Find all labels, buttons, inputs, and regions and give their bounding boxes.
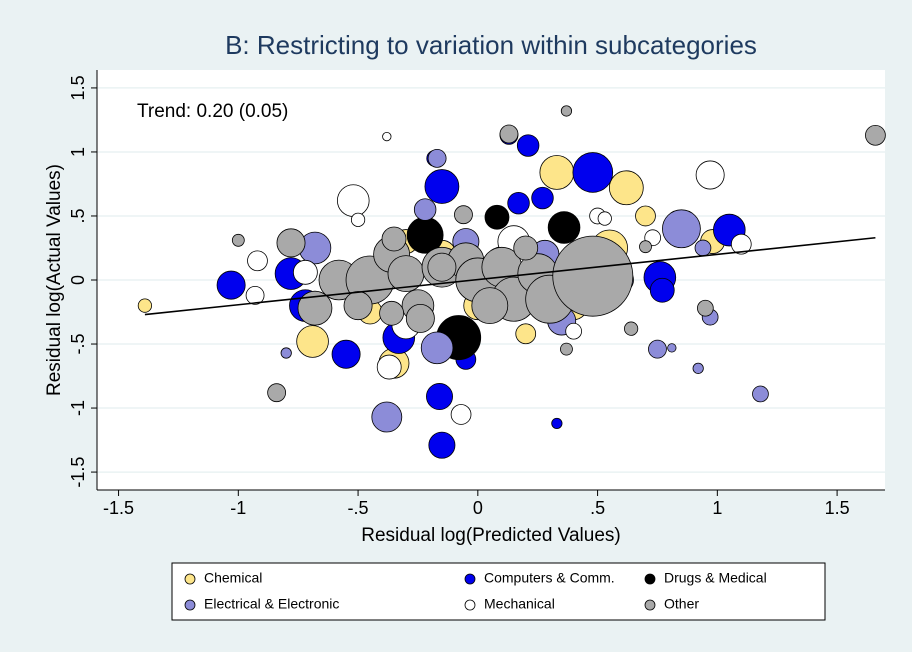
bubble <box>608 170 644 206</box>
y-tick-label: -1.5 <box>68 457 88 488</box>
bubble <box>513 235 539 261</box>
legend-label: Chemical <box>204 570 262 586</box>
bubble <box>547 211 581 244</box>
bubble <box>694 239 712 257</box>
y-tick-label: 1 <box>68 147 88 157</box>
bubble <box>371 401 403 433</box>
legend-marker <box>184 599 196 611</box>
legend-marker <box>184 573 196 585</box>
bubble <box>331 339 361 369</box>
grid <box>97 87 885 473</box>
bubble <box>343 291 373 321</box>
bubble <box>624 321 639 336</box>
annotation: Trend: 0.20 (0.05) <box>137 101 288 122</box>
bubble <box>752 385 769 403</box>
bubble <box>420 331 454 365</box>
bubble <box>267 383 287 403</box>
bubble <box>648 339 667 359</box>
legend-marker <box>464 599 476 611</box>
bubble <box>427 252 457 282</box>
legend-label: Drugs & Medical <box>664 570 767 586</box>
bubble <box>231 233 245 247</box>
bubble <box>635 205 656 227</box>
bubble <box>730 233 752 255</box>
x-tick-label: 1 <box>712 498 722 518</box>
bubble <box>337 184 370 217</box>
axes: -1.5 -1 -.5 0 .5 1 1.5 -1.5 -1 -.5 0 .5 1 1.5 <box>68 75 850 517</box>
bubble <box>516 134 540 157</box>
bubble <box>695 160 725 190</box>
bubble <box>276 228 306 258</box>
bubble <box>499 124 519 144</box>
bubble <box>692 362 704 374</box>
bubble <box>379 300 405 326</box>
x-tick-label: -1.5 <box>103 498 134 518</box>
bubble <box>551 417 563 430</box>
y-tick-label: .5 <box>68 208 88 223</box>
bubble <box>565 322 582 340</box>
bubble <box>405 303 435 333</box>
bubble <box>697 299 714 317</box>
x-tick-label: 0 <box>473 498 483 518</box>
bubble <box>552 235 634 317</box>
bubble <box>382 131 392 142</box>
bubble <box>376 354 402 380</box>
y-tick-label: -1 <box>68 400 88 416</box>
bubble <box>450 404 472 425</box>
bubble <box>572 152 614 193</box>
bubble <box>245 285 265 305</box>
bubble <box>247 250 268 272</box>
y-tick-label: -.5 <box>68 334 88 355</box>
bubble <box>471 287 509 325</box>
y-tick-label: 0 <box>68 275 88 285</box>
legend-label: Computers & Comm. <box>484 570 615 586</box>
bubble <box>381 226 407 252</box>
bubble <box>413 198 437 221</box>
bubble <box>531 186 554 210</box>
trend-line <box>144 236 876 316</box>
bubble <box>292 259 318 285</box>
bubble <box>667 343 677 353</box>
legend-label: Electrical & Electronic <box>204 596 339 612</box>
y-tick-label: 1.5 <box>68 75 88 100</box>
legend-marker <box>644 599 656 611</box>
legend-label: Other <box>664 596 699 612</box>
bubble <box>427 148 447 168</box>
bubble <box>560 342 573 356</box>
bubble <box>454 205 473 225</box>
bubble <box>515 323 537 345</box>
bubble <box>424 169 460 204</box>
y-axis-title: Residual log(Actual Values) <box>44 164 65 396</box>
bubble <box>507 191 530 215</box>
bubble <box>428 431 456 459</box>
bubble <box>639 240 652 254</box>
x-axis-title: Residual log(Predicted Values) <box>361 525 620 546</box>
bubble <box>560 105 573 117</box>
bubble <box>280 347 292 359</box>
legend-label: Mechanical <box>484 596 555 612</box>
bubble <box>649 277 675 303</box>
marks <box>137 105 886 459</box>
x-tick-label: 1.5 <box>825 498 850 518</box>
bubble <box>296 325 329 358</box>
bubble <box>539 155 575 190</box>
bubble <box>597 211 612 226</box>
legend-box <box>171 562 826 621</box>
bubble <box>426 383 453 411</box>
bubble <box>297 290 333 326</box>
x-tick-label: .5 <box>590 498 605 518</box>
legend-marker <box>644 573 656 585</box>
x-tick-label: -.5 <box>348 498 369 518</box>
bubble <box>350 212 366 227</box>
chart-title: B: Restricting to variation within subca… <box>225 30 757 60</box>
bubble <box>484 204 510 230</box>
bubble <box>662 209 701 249</box>
legend: Chemical Computers & Comm. Drugs & Medical… <box>184 570 767 612</box>
bubble <box>137 298 153 313</box>
x-tick-label: -1 <box>230 498 246 518</box>
bubble <box>216 270 246 300</box>
legend-marker <box>464 573 476 585</box>
bubble <box>865 124 886 146</box>
